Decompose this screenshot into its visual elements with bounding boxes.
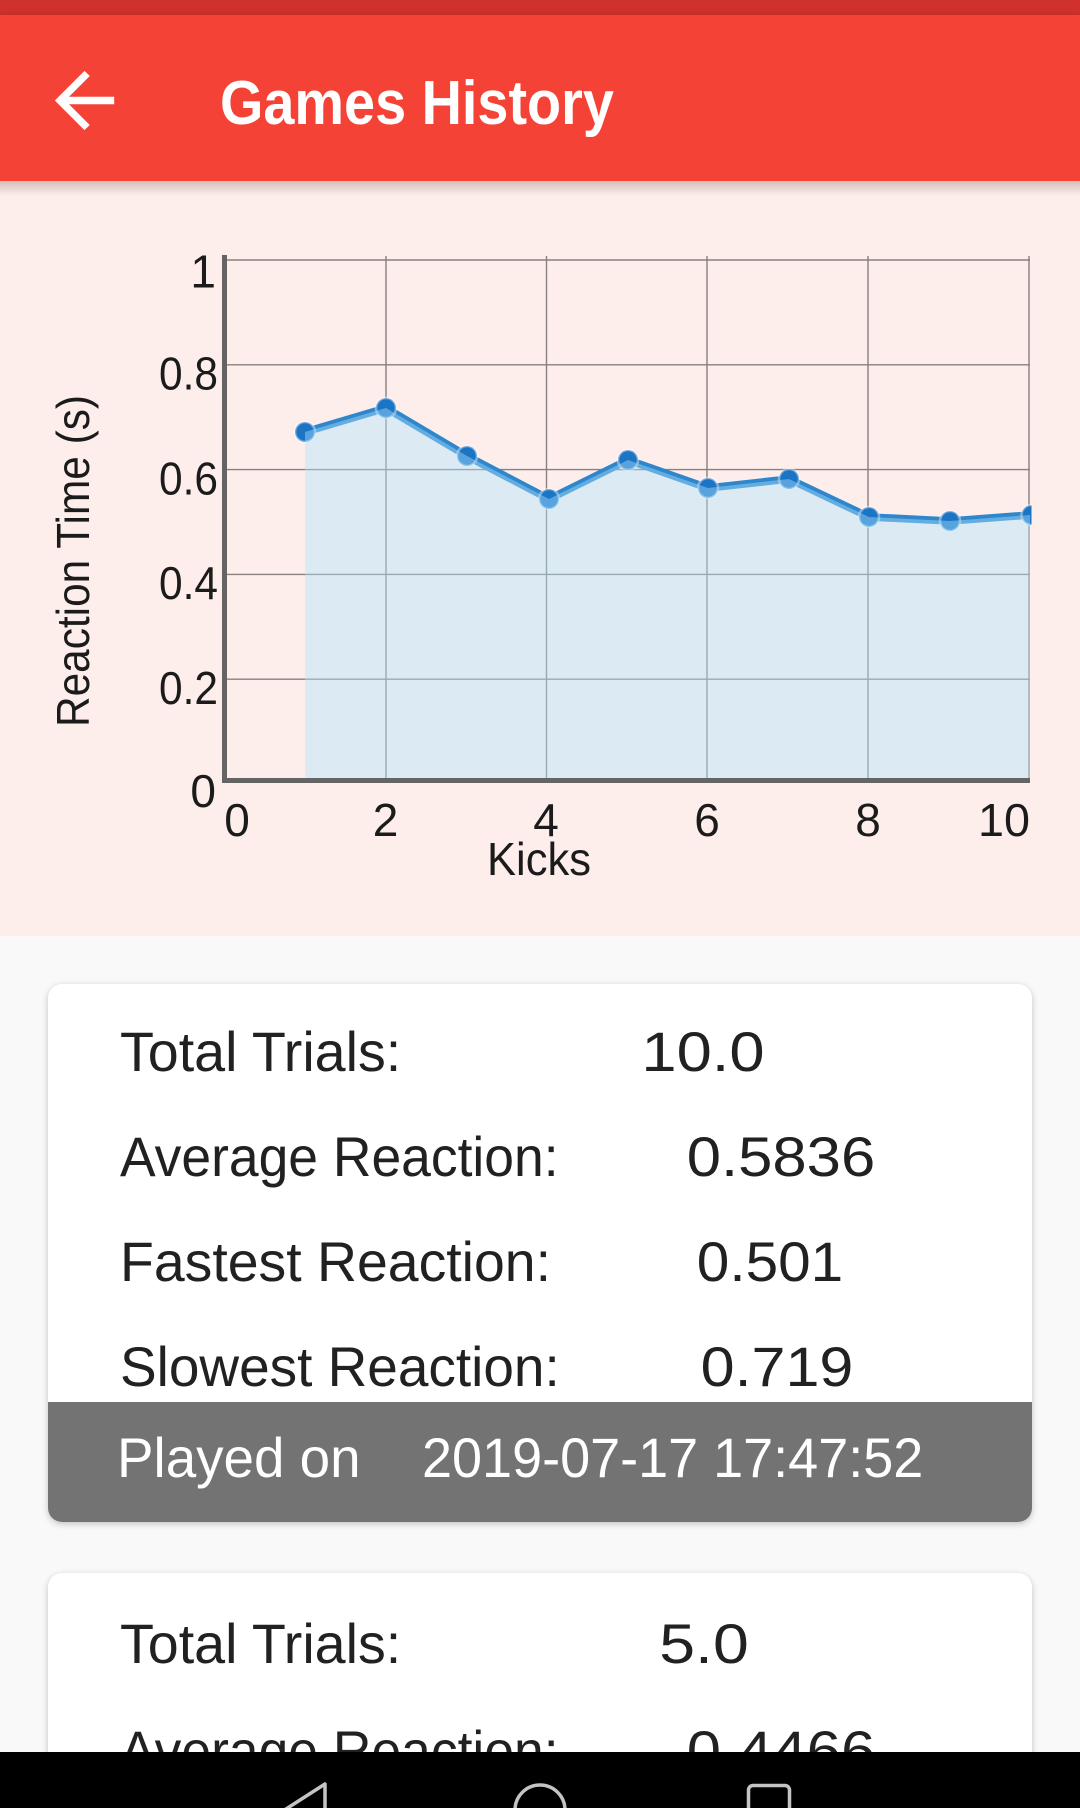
svg-text:0.4: 0.4	[159, 557, 218, 609]
svg-text:2: 2	[373, 794, 399, 846]
svg-text:6: 6	[694, 794, 720, 846]
svg-text:10: 10	[978, 794, 1030, 846]
svg-text:0: 0	[190, 765, 216, 817]
svg-text:0.2: 0.2	[159, 662, 218, 714]
svg-text:0: 0	[224, 794, 250, 846]
svg-text:8: 8	[855, 794, 881, 846]
svg-text:1: 1	[190, 246, 216, 298]
svg-text:0.8: 0.8	[159, 348, 218, 400]
svg-text:Reaction Time (s): Reaction Time (s)	[47, 395, 99, 727]
svg-text:4: 4	[533, 794, 559, 846]
svg-text:Kicks: Kicks	[487, 833, 591, 885]
svg-text:0.6: 0.6	[159, 452, 218, 504]
